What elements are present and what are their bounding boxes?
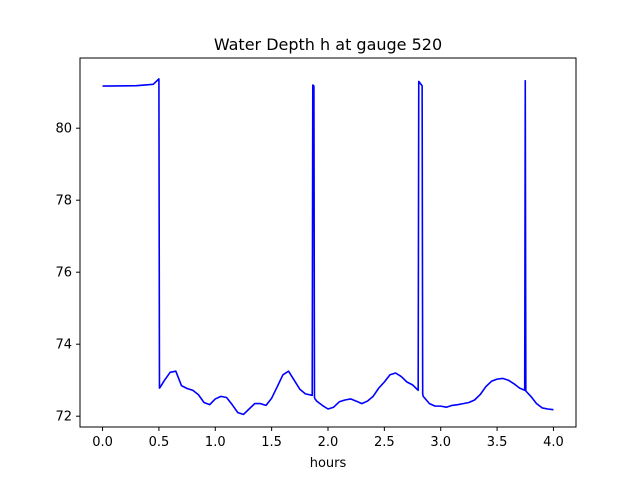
x-tick-label: 3.0	[430, 435, 451, 450]
x-axis-label: hours	[310, 456, 347, 471]
x-tick-label: 0.0	[92, 435, 113, 450]
plot-area	[80, 58, 576, 427]
y-tick-label: 72	[55, 410, 72, 425]
chart-title: Water Depth h at gauge 520	[214, 35, 442, 54]
y-tick-label: 78	[55, 194, 72, 209]
series-line	[102, 78, 554, 416]
x-axis: 0.0 0.5 1.0 1.5 2.0 2.5 3.0 3.5 4.0	[92, 427, 564, 450]
x-tick-label: 3.5	[487, 435, 508, 450]
y-tick-label: 74	[55, 338, 72, 353]
x-tick-label: 1.0	[205, 435, 226, 450]
y-tick-label: 76	[55, 266, 72, 281]
y-axis: 72 74 76 78 80	[55, 122, 80, 425]
x-tick-label: 2.0	[318, 435, 339, 450]
series-layer	[102, 78, 554, 416]
y-tick-label: 80	[55, 122, 72, 137]
x-tick-label: 2.5	[374, 435, 395, 450]
x-tick-label: 1.5	[261, 435, 282, 450]
x-tick-label: 0.5	[149, 435, 170, 450]
x-tick-label: 4.0	[543, 435, 564, 450]
